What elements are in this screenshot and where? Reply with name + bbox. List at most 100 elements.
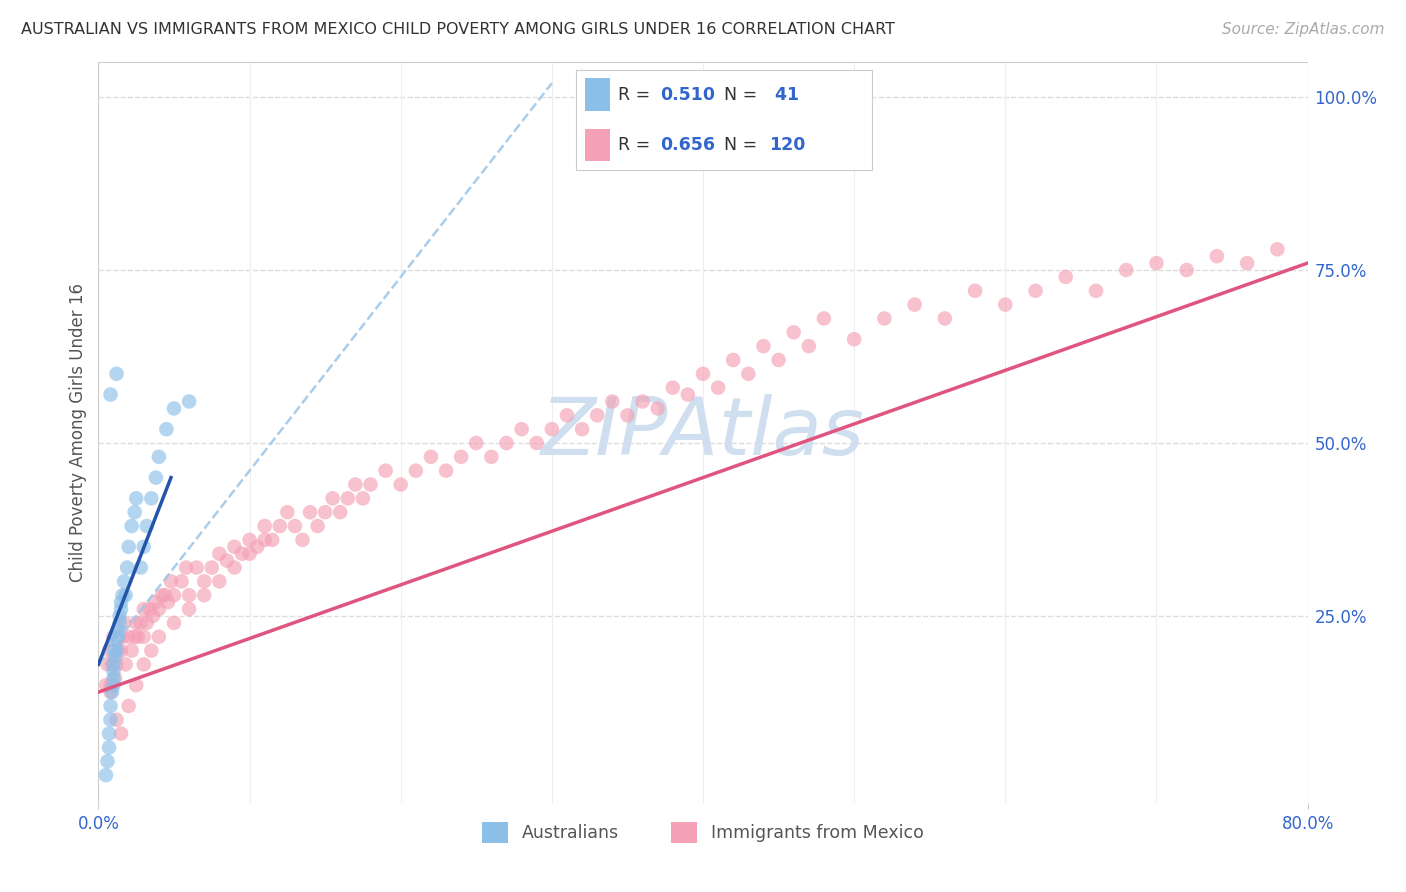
Point xyxy=(1267,242,1289,256)
Point xyxy=(118,698,141,713)
Point xyxy=(344,477,367,491)
Point xyxy=(155,422,177,436)
Point xyxy=(647,401,669,416)
Point xyxy=(153,588,176,602)
Point xyxy=(269,519,291,533)
Point xyxy=(129,560,152,574)
Point xyxy=(156,595,179,609)
Point xyxy=(105,643,128,657)
Point xyxy=(844,332,866,346)
Point xyxy=(112,615,135,630)
Point xyxy=(1206,249,1229,263)
Point xyxy=(142,609,165,624)
Point xyxy=(132,602,155,616)
Point xyxy=(737,367,759,381)
Point xyxy=(329,505,352,519)
Point xyxy=(276,505,298,519)
Point xyxy=(145,595,167,609)
Point xyxy=(336,491,359,506)
Point xyxy=(602,394,624,409)
Point xyxy=(98,726,121,740)
Point xyxy=(239,547,262,561)
Point xyxy=(121,519,143,533)
Point xyxy=(114,588,136,602)
Point xyxy=(768,353,790,368)
Point xyxy=(253,519,276,533)
Point xyxy=(813,311,835,326)
Point xyxy=(405,464,427,478)
Point xyxy=(873,311,896,326)
Point xyxy=(465,436,488,450)
Point xyxy=(352,491,374,506)
Point xyxy=(160,574,183,589)
Point xyxy=(1054,269,1077,284)
Point xyxy=(1024,284,1046,298)
Point xyxy=(707,381,730,395)
Point xyxy=(253,533,276,547)
Point xyxy=(100,678,122,692)
Point xyxy=(170,574,193,589)
Point xyxy=(284,519,307,533)
Point xyxy=(676,387,699,401)
Point xyxy=(132,630,155,644)
Point xyxy=(616,409,638,423)
Point xyxy=(571,422,593,436)
Point xyxy=(1175,263,1198,277)
Point xyxy=(108,609,131,624)
Point xyxy=(124,630,146,644)
Point xyxy=(224,560,246,574)
Point xyxy=(208,547,231,561)
Point xyxy=(555,409,578,423)
Point xyxy=(129,615,152,630)
Point xyxy=(239,533,262,547)
Point xyxy=(127,630,149,644)
Point xyxy=(124,505,146,519)
Point xyxy=(510,422,533,436)
Text: ZIPAtlas: ZIPAtlas xyxy=(541,393,865,472)
Point xyxy=(141,491,163,506)
Point xyxy=(105,657,128,672)
Point xyxy=(994,297,1017,311)
Point xyxy=(125,491,148,506)
Point xyxy=(904,297,927,311)
Point xyxy=(112,574,135,589)
Point xyxy=(148,630,170,644)
Point xyxy=(135,615,157,630)
Point xyxy=(450,450,472,464)
Point xyxy=(1115,263,1137,277)
Point xyxy=(98,740,121,755)
Point xyxy=(434,464,457,478)
Point xyxy=(215,554,238,568)
Point xyxy=(101,657,124,672)
Point xyxy=(150,588,173,602)
Point xyxy=(495,436,517,450)
Point xyxy=(96,754,118,768)
Point xyxy=(107,630,129,644)
Point xyxy=(98,643,121,657)
Point xyxy=(105,367,128,381)
Point xyxy=(179,394,201,409)
Y-axis label: Child Poverty Among Girls Under 16: Child Poverty Among Girls Under 16 xyxy=(69,283,87,582)
Point xyxy=(104,650,127,665)
Point xyxy=(94,768,117,782)
Point xyxy=(231,547,253,561)
Point xyxy=(174,560,197,574)
Point xyxy=(105,713,128,727)
Point xyxy=(526,436,548,450)
Point xyxy=(105,630,128,644)
Text: Source: ZipAtlas.com: Source: ZipAtlas.com xyxy=(1222,22,1385,37)
Point xyxy=(1144,256,1167,270)
Point xyxy=(723,353,745,368)
Point xyxy=(540,422,562,436)
Point xyxy=(224,540,246,554)
Point xyxy=(193,588,215,602)
Point xyxy=(163,588,186,602)
Point xyxy=(752,339,775,353)
Point xyxy=(103,657,125,672)
Point xyxy=(110,595,132,609)
Point xyxy=(179,602,201,616)
Point xyxy=(139,602,162,616)
Point xyxy=(125,678,148,692)
Point xyxy=(299,505,322,519)
Point xyxy=(797,339,820,353)
